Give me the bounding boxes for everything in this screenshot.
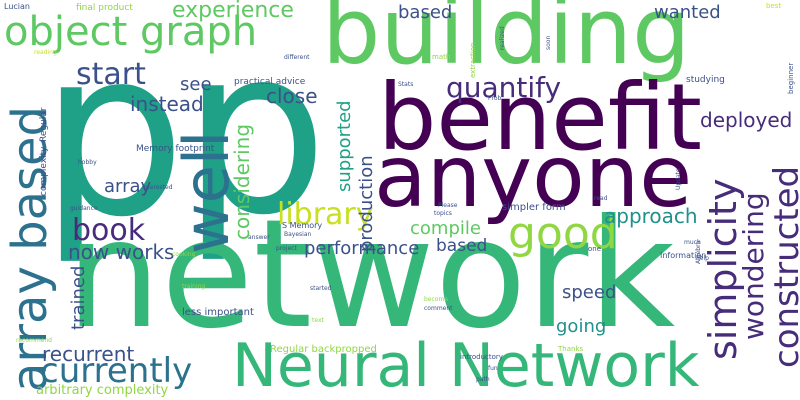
word-text: text [312, 317, 324, 324]
word-hobby: hobby [78, 159, 97, 166]
word-recurrent: recurrent [42, 342, 135, 366]
word-now-works: now works [68, 240, 175, 264]
word-p-second: p [182, 0, 328, 266]
word-array: array [104, 176, 152, 197]
word-book: book [72, 213, 146, 248]
word-performance: performance [304, 238, 420, 259]
word-help: help [696, 255, 709, 262]
word-project: project [276, 245, 297, 252]
word-training: training [182, 283, 206, 290]
word-complexity: complexity [39, 146, 49, 197]
word-practical-advice: practical advice [234, 77, 306, 87]
word-guidance: guidance [70, 205, 98, 212]
word-based-top: based [398, 2, 453, 23]
word-topics: topics [434, 210, 452, 217]
word-studying: studying [686, 75, 725, 85]
word-path: path [476, 376, 490, 383]
word-best: best [766, 2, 782, 10]
word-speed: speed [562, 282, 617, 303]
word-supported: supported [334, 100, 355, 192]
word-prob: Prob [488, 95, 502, 102]
word-different: different [284, 54, 310, 61]
word-cooking: cooking [172, 251, 196, 258]
word-lucian: Lucian [4, 2, 30, 11]
word-become: become [424, 296, 449, 303]
word-introductory: introductory [460, 353, 503, 361]
word-building: building [322, 0, 691, 85]
word-quantify: quantify [446, 71, 562, 104]
word-wanted: wanted [654, 2, 721, 23]
word-experience: experience [172, 0, 294, 23]
word-object-graph: object graph [4, 9, 258, 55]
word-please: Please [438, 202, 458, 209]
word-arbitrary-complexity: arbitrary complexity [36, 383, 169, 398]
word-trained: trained [68, 265, 89, 330]
word-based: based [436, 236, 488, 256]
word-memory-footprint: Memory footprint [136, 144, 215, 154]
word-stats: Stats [398, 81, 414, 88]
word-bayesian: Bayesian [284, 231, 312, 238]
word-simpler-form: simpler form [502, 202, 566, 213]
word-regular-backpropped: Regular backpropped [270, 344, 377, 355]
word-update: Update [675, 168, 682, 190]
word-information: Information [660, 251, 707, 260]
word-answer: answer [248, 234, 270, 241]
word-started: started [310, 285, 332, 292]
word-considering: considering [230, 123, 254, 240]
word-currently: currently [40, 351, 193, 391]
word-instead: instead [130, 92, 204, 116]
word-one: one [588, 245, 602, 253]
word-soon: soon [545, 35, 552, 50]
word-final-product: final product [76, 3, 133, 13]
word-neural-network: Neural Network [232, 331, 700, 400]
word-approach: approach [604, 204, 698, 228]
word-anyone: anyone [374, 127, 693, 227]
word-realized: realized [499, 26, 506, 50]
word-constructed: constructed [767, 165, 800, 368]
word-see: see [180, 74, 212, 95]
word-p: p [40, 1, 186, 268]
word-reading: reading [34, 49, 57, 56]
word-fun: fun [488, 365, 498, 372]
word-s-memory: S Memory [282, 221, 323, 230]
word-regular: Regular [39, 107, 49, 142]
word-recommend: recommend [16, 337, 52, 344]
word-comment: comment [424, 305, 453, 312]
word-start: start [76, 57, 146, 92]
word-less-important: less important [182, 307, 254, 318]
word-network: network [66, 188, 676, 362]
word-beginner: beginner [787, 62, 795, 94]
word-production: production [356, 155, 377, 252]
word-good: good [508, 208, 618, 259]
word-wondering: wondering [737, 192, 770, 340]
word-interested: interested [142, 184, 173, 191]
word-compile: compile [410, 218, 481, 239]
word-math: math [432, 53, 451, 61]
word-extraction: extraction [469, 42, 477, 79]
word-close: close [266, 84, 318, 108]
word-thanks: Thanks [558, 345, 584, 353]
word-read: read [594, 195, 608, 202]
word-going: going [556, 316, 607, 337]
word-library: library [277, 197, 374, 232]
word-much: much [684, 239, 701, 246]
word-deployed: deployed [700, 108, 793, 132]
word-benefit: benefit [378, 64, 702, 171]
